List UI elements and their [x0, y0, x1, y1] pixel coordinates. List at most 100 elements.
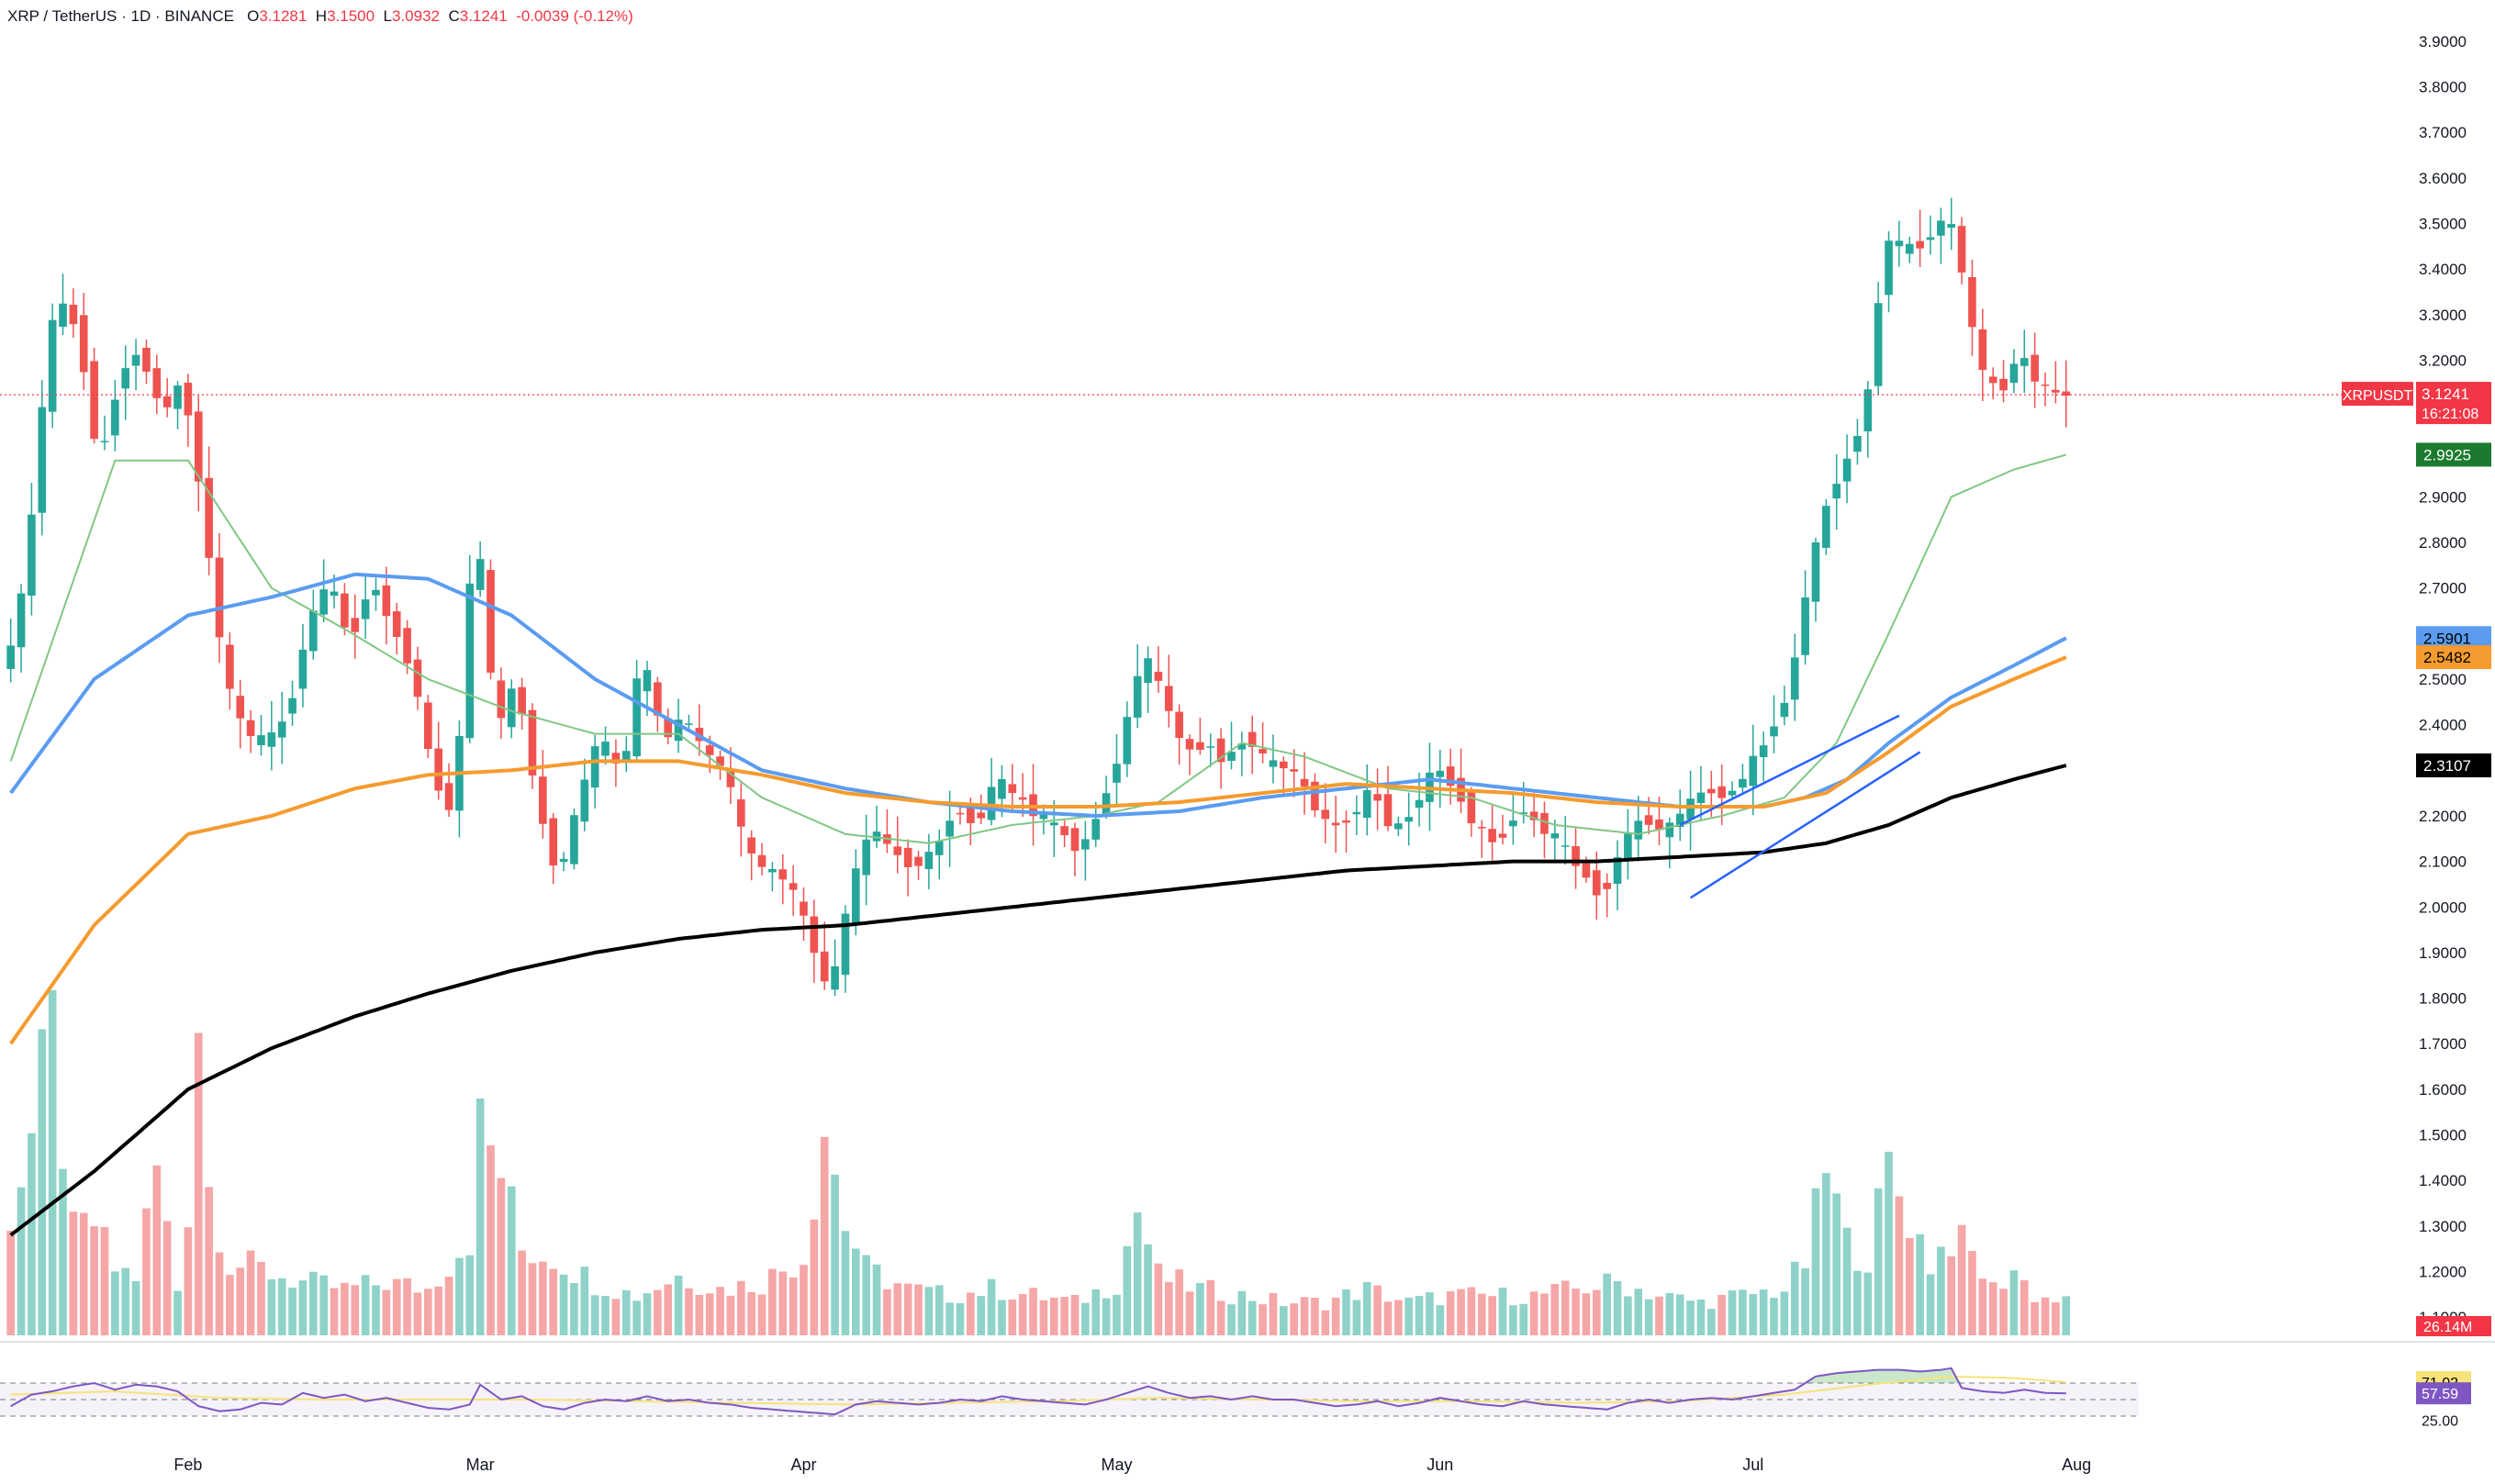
- volume-bar: [1081, 1302, 1090, 1335]
- volume-bar: [1457, 1289, 1465, 1335]
- channel-line[interactable]: [1679, 714, 1900, 827]
- candle-body: [257, 735, 265, 745]
- volume-bar: [903, 1283, 912, 1335]
- candle-body: [1279, 761, 1288, 769]
- volume-bar: [1780, 1291, 1789, 1335]
- volume-bar: [559, 1274, 568, 1335]
- volume-bar: [1947, 1255, 1956, 1335]
- candle-body: [998, 778, 1006, 799]
- countdown-timer: 16:21:08: [2422, 407, 2478, 422]
- legend-symbol[interactable]: XRP / TetherUS: [7, 7, 117, 25]
- volume-bar: [28, 1133, 36, 1335]
- candle-body: [528, 709, 537, 775]
- volume-bar: [288, 1287, 296, 1335]
- candle-body: [184, 383, 193, 416]
- candle-body: [810, 916, 819, 954]
- volume-bar: [1853, 1270, 1862, 1335]
- channel-line[interactable]: [1689, 751, 1921, 899]
- rsi-tick-label: 25.00: [2422, 1414, 2458, 1430]
- volume-bar: [654, 1289, 662, 1335]
- volume-bar: [392, 1278, 401, 1335]
- volume-bar: [736, 1280, 745, 1335]
- candle-body: [643, 670, 652, 692]
- volume-bar: [1905, 1237, 1914, 1335]
- channel-lines: [1679, 714, 1921, 899]
- volume-bar: [2009, 1270, 2019, 1335]
- volume-bar: [1603, 1273, 1611, 1335]
- y-tick-label: 1.3000: [2419, 1218, 2467, 1235]
- volume-bar: [455, 1257, 464, 1335]
- candle-body: [1321, 809, 1330, 820]
- candle-body: [841, 913, 850, 976]
- volume-bar: [131, 1280, 140, 1335]
- volume-bar: [1561, 1280, 1570, 1335]
- volume-bar: [1937, 1246, 1945, 1335]
- candle-body: [1811, 541, 1820, 602]
- volume-bar: [1008, 1300, 1017, 1335]
- volume-bar: [1196, 1282, 1204, 1335]
- candle-body: [1937, 220, 1945, 236]
- candle-body: [1383, 794, 1393, 827]
- candle-body: [1206, 746, 1215, 748]
- volume-bar: [851, 1248, 860, 1335]
- volume-bar: [487, 1144, 495, 1335]
- candle-body: [1311, 781, 1319, 810]
- y-tick-label: 3.2000: [2419, 351, 2467, 369]
- candle-body: [173, 385, 182, 409]
- ma-line-ma200: [9, 764, 2067, 1237]
- candle-body: [497, 680, 506, 719]
- symbol-tag-label: XRPUSDT: [2343, 388, 2413, 404]
- volume-bar: [1290, 1303, 1299, 1335]
- candle-body: [465, 583, 475, 739]
- volume-bar: [1759, 1289, 1768, 1335]
- candle-body: [967, 807, 975, 823]
- candle-body: [601, 742, 610, 756]
- candle-body: [205, 477, 213, 558]
- candle-body: [1227, 752, 1236, 762]
- volume-bar: [1123, 1245, 1132, 1335]
- candle-body: [1404, 817, 1414, 822]
- volume-bar: [778, 1271, 788, 1335]
- candle-body: [1352, 811, 1361, 815]
- candle-body: [1070, 828, 1080, 852]
- volume-bar: [444, 1277, 453, 1335]
- y-tick-label: 3.5000: [2419, 215, 2467, 232]
- volume-bar: [1060, 1297, 1068, 1335]
- volume-bar: [1342, 1289, 1350, 1335]
- candle-body: [570, 815, 578, 865]
- volume-bar: [1049, 1297, 1058, 1335]
- volume-bar: [1770, 1298, 1778, 1335]
- volume-bar: [205, 1187, 213, 1335]
- volume-bar: [236, 1267, 245, 1335]
- candle-body: [674, 720, 683, 742]
- candle-body: [162, 396, 172, 407]
- volume-bar: [1728, 1290, 1737, 1335]
- legend-interval[interactable]: 1D: [130, 7, 151, 25]
- volume-bar: [1863, 1272, 1873, 1335]
- candle-body: [1655, 819, 1663, 831]
- volume-bar: [1572, 1289, 1580, 1335]
- candle-body: [17, 593, 26, 648]
- volume-bar: [601, 1296, 610, 1335]
- volume-bar: [1739, 1289, 1747, 1335]
- candle-body: [298, 649, 308, 689]
- candle-body: [1665, 822, 1674, 838]
- y-tick-label: 2.1000: [2419, 854, 2467, 871]
- candle-body: [1102, 793, 1111, 815]
- volume-bar: [1665, 1292, 1674, 1335]
- y-tick-label: 1.4000: [2419, 1172, 2467, 1189]
- volume-bar: [1404, 1298, 1414, 1335]
- volume-bar: [1957, 1224, 1966, 1335]
- candle-body: [1749, 755, 1758, 787]
- candle-body: [716, 756, 724, 766]
- candle-body: [1603, 882, 1611, 889]
- volume-bar: [987, 1278, 996, 1335]
- candle-body: [987, 787, 996, 820]
- candle-body: [1842, 458, 1852, 482]
- volume-bar: [319, 1275, 328, 1335]
- volume-bar: [1185, 1291, 1194, 1335]
- candle-body: [1978, 329, 1987, 371]
- volume-bar: [1550, 1284, 1560, 1335]
